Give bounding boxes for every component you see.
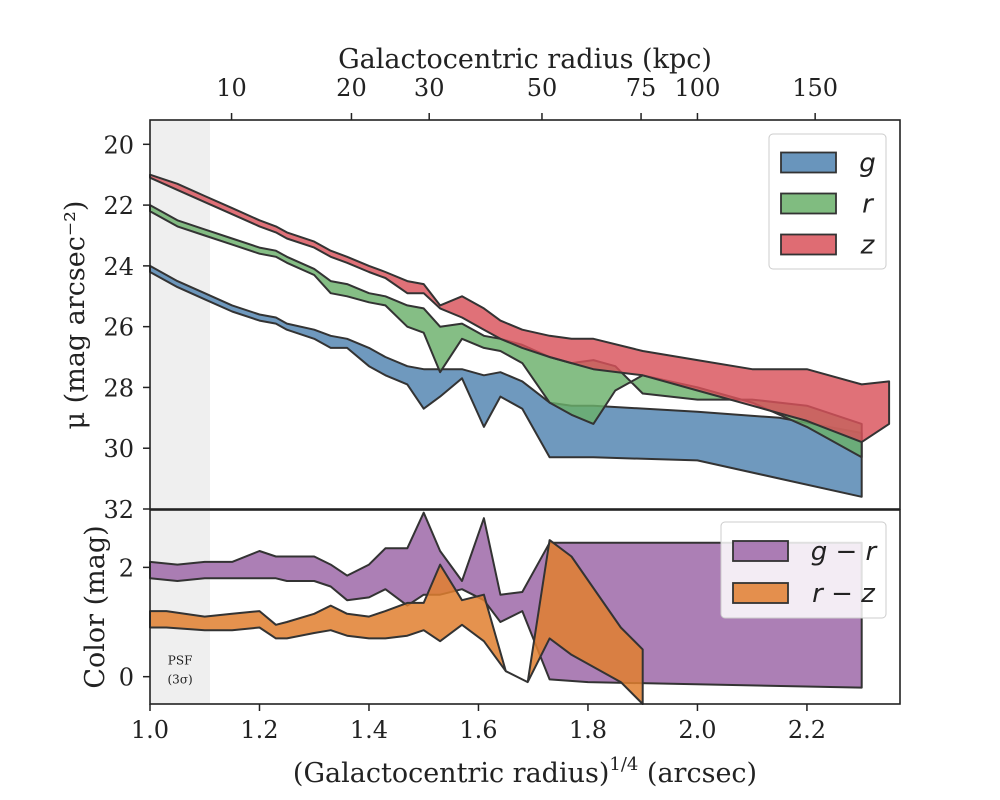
bottom-panel-frame — [149, 509, 901, 705]
ytick-label-top: 20 — [103, 131, 134, 159]
legend-swatch-r — [780, 192, 837, 215]
kpc-tick-label: 30 — [414, 74, 445, 102]
psf-region-bottom — [150, 510, 210, 704]
kpc-tick-label: 50 — [527, 74, 558, 102]
legend-label-r: r — [862, 190, 875, 220]
legend-swatch-gr — [732, 540, 789, 562]
legend-label-z: z — [860, 231, 876, 261]
xtick-label: 2.2 — [788, 716, 826, 744]
xtick-label: 1.2 — [240, 716, 278, 744]
band-g — [149, 264, 863, 498]
ytick-label-bottom: 0 — [119, 664, 134, 692]
ytick-label-top: 32 — [103, 496, 134, 524]
top-panel-frame — [149, 119, 901, 510]
legend-swatch-g — [780, 151, 837, 174]
ytick-label-top: 28 — [103, 374, 134, 402]
legend-label-gr: g − r — [811, 537, 879, 567]
ytick-label-top: 24 — [103, 253, 134, 281]
top-ylabel: μ (mag arcsec⁻²) — [60, 201, 91, 430]
psf-annotation-sigma: (3σ) — [168, 672, 193, 686]
band-z — [149, 173, 891, 444]
ytick-label-top: 22 — [103, 192, 134, 220]
psf-annotation: PSF — [168, 653, 193, 667]
band-gr — [149, 511, 863, 689]
bottom-ylabel: Color (mag) — [80, 525, 111, 688]
ytick-label-top: 30 — [103, 435, 134, 463]
kpc-tick-label: 100 — [675, 74, 721, 102]
axes-ticks: 20 22 24 26 28 30 32 10 20 30 50 75 100 150 0 2 1.0 1.2 1.… — [103, 74, 838, 744]
ytick-label-top: 26 — [103, 314, 134, 342]
surface-brightness-bands — [149, 173, 891, 498]
kpc-tick-label: 150 — [792, 74, 838, 102]
legend-swatch-rz — [732, 582, 789, 604]
kpc-tick-label: 10 — [216, 74, 247, 102]
xtick-label: 1.6 — [459, 716, 497, 744]
legend-label-g: g — [859, 149, 876, 179]
xtick-label: 1.4 — [350, 716, 388, 744]
band-r — [149, 204, 863, 459]
xtick-label: 2.0 — [678, 716, 716, 744]
top-xlabel: Galactocentric radius (kpc) — [338, 44, 712, 75]
legend-swatch-z — [780, 233, 837, 256]
legend-color: g − r r − z — [720, 521, 887, 619]
legend-label-rz: r − z — [812, 579, 876, 609]
ytick-label-bottom: 2 — [119, 554, 134, 582]
kpc-tick-label: 75 — [626, 74, 657, 102]
legend-surface-brightness: grz — [768, 133, 887, 270]
kpc-tick-label: 20 — [336, 74, 367, 102]
bottom-xlabel: (Galactocentric radius)1/4 (arcsec) — [293, 754, 757, 789]
xtick-label: 1.0 — [131, 716, 169, 744]
xtick-label: 1.8 — [569, 716, 607, 744]
